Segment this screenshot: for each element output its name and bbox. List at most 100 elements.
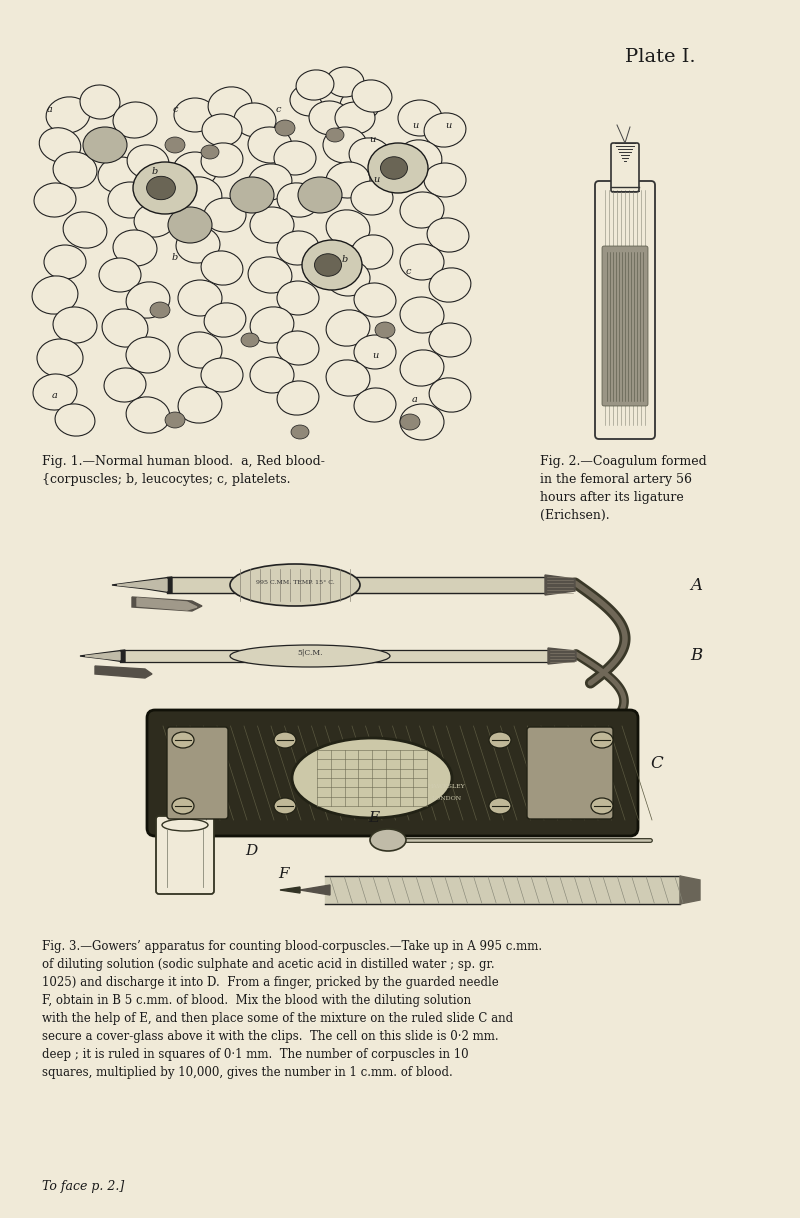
Ellipse shape <box>400 297 444 333</box>
Text: u: u <box>412 121 418 129</box>
Ellipse shape <box>178 387 222 423</box>
Ellipse shape <box>250 307 294 343</box>
Ellipse shape <box>400 244 444 280</box>
Ellipse shape <box>352 80 392 112</box>
Ellipse shape <box>400 414 420 430</box>
Text: b: b <box>172 253 178 263</box>
Text: D: D <box>245 844 258 857</box>
Ellipse shape <box>381 157 407 179</box>
Polygon shape <box>545 575 575 596</box>
Ellipse shape <box>292 738 452 818</box>
Ellipse shape <box>400 192 444 228</box>
Ellipse shape <box>53 307 97 343</box>
Ellipse shape <box>46 97 90 133</box>
Ellipse shape <box>127 145 169 179</box>
Ellipse shape <box>204 199 246 231</box>
Ellipse shape <box>489 798 511 814</box>
Text: a: a <box>47 106 53 114</box>
Ellipse shape <box>326 162 370 199</box>
Ellipse shape <box>39 128 81 162</box>
Ellipse shape <box>340 89 380 121</box>
FancyBboxPatch shape <box>595 181 655 438</box>
Ellipse shape <box>201 251 243 285</box>
Ellipse shape <box>83 127 127 163</box>
Ellipse shape <box>354 335 396 369</box>
Polygon shape <box>85 652 120 660</box>
Ellipse shape <box>349 138 391 172</box>
FancyBboxPatch shape <box>527 727 613 818</box>
Ellipse shape <box>126 281 170 318</box>
Ellipse shape <box>165 412 185 428</box>
Ellipse shape <box>309 101 351 135</box>
Text: A: A <box>690 577 702 594</box>
Polygon shape <box>117 579 167 591</box>
Ellipse shape <box>326 309 370 346</box>
Ellipse shape <box>274 141 316 175</box>
Ellipse shape <box>277 331 319 365</box>
Ellipse shape <box>351 235 393 269</box>
Ellipse shape <box>37 339 83 378</box>
Polygon shape <box>132 597 202 611</box>
Text: 5|C.M.: 5|C.M. <box>298 648 322 657</box>
Ellipse shape <box>201 358 243 392</box>
Text: 995 C.MM. TEMP. 15° C.: 995 C.MM. TEMP. 15° C. <box>256 580 334 585</box>
Ellipse shape <box>424 163 466 197</box>
Ellipse shape <box>398 140 442 177</box>
Text: Fig. 1.—Normal human blood.  a, Red blood-
{corpuscles; b, leucocytes; c, platel: Fig. 1.—Normal human blood. a, Red blood… <box>42 456 325 486</box>
Ellipse shape <box>429 268 471 302</box>
FancyBboxPatch shape <box>147 710 638 836</box>
Ellipse shape <box>44 245 86 279</box>
Ellipse shape <box>98 157 142 192</box>
Text: F: F <box>278 867 289 881</box>
Text: u: u <box>445 121 451 129</box>
Ellipse shape <box>80 85 120 119</box>
Text: b: b <box>152 168 158 177</box>
Ellipse shape <box>326 128 344 143</box>
Ellipse shape <box>319 78 361 112</box>
Text: HAWKSLEY: HAWKSLEY <box>428 783 466 788</box>
Ellipse shape <box>335 102 375 134</box>
Ellipse shape <box>591 732 613 748</box>
Ellipse shape <box>489 732 511 748</box>
Ellipse shape <box>248 257 292 294</box>
Ellipse shape <box>133 162 197 214</box>
Ellipse shape <box>230 177 274 213</box>
Ellipse shape <box>204 303 246 337</box>
Ellipse shape <box>277 281 319 315</box>
FancyBboxPatch shape <box>602 246 648 406</box>
Ellipse shape <box>113 230 157 266</box>
Ellipse shape <box>230 646 390 667</box>
Ellipse shape <box>248 127 292 163</box>
Ellipse shape <box>291 425 309 438</box>
Polygon shape <box>680 876 700 904</box>
Ellipse shape <box>172 798 194 814</box>
Ellipse shape <box>427 218 469 252</box>
Polygon shape <box>548 648 576 664</box>
Ellipse shape <box>126 337 170 373</box>
Ellipse shape <box>150 302 170 318</box>
Ellipse shape <box>370 829 406 851</box>
Text: u: u <box>369 135 375 145</box>
Ellipse shape <box>104 368 146 402</box>
Text: LONDON: LONDON <box>432 795 462 800</box>
Ellipse shape <box>234 104 276 138</box>
Ellipse shape <box>250 357 294 393</box>
Ellipse shape <box>165 136 185 153</box>
Text: E: E <box>368 811 379 825</box>
Ellipse shape <box>277 183 319 217</box>
FancyBboxPatch shape <box>611 143 639 192</box>
Ellipse shape <box>32 276 78 314</box>
Ellipse shape <box>296 69 334 100</box>
Text: c: c <box>172 106 178 114</box>
Text: Plate I.: Plate I. <box>625 48 695 66</box>
Ellipse shape <box>429 378 471 412</box>
Polygon shape <box>95 666 152 678</box>
Ellipse shape <box>201 143 243 177</box>
Ellipse shape <box>351 181 393 216</box>
Ellipse shape <box>202 114 242 146</box>
Text: To face p. 2.]: To face p. 2.] <box>42 1180 124 1192</box>
Ellipse shape <box>146 177 175 200</box>
Ellipse shape <box>174 97 216 132</box>
Ellipse shape <box>375 322 395 339</box>
Ellipse shape <box>368 143 428 192</box>
